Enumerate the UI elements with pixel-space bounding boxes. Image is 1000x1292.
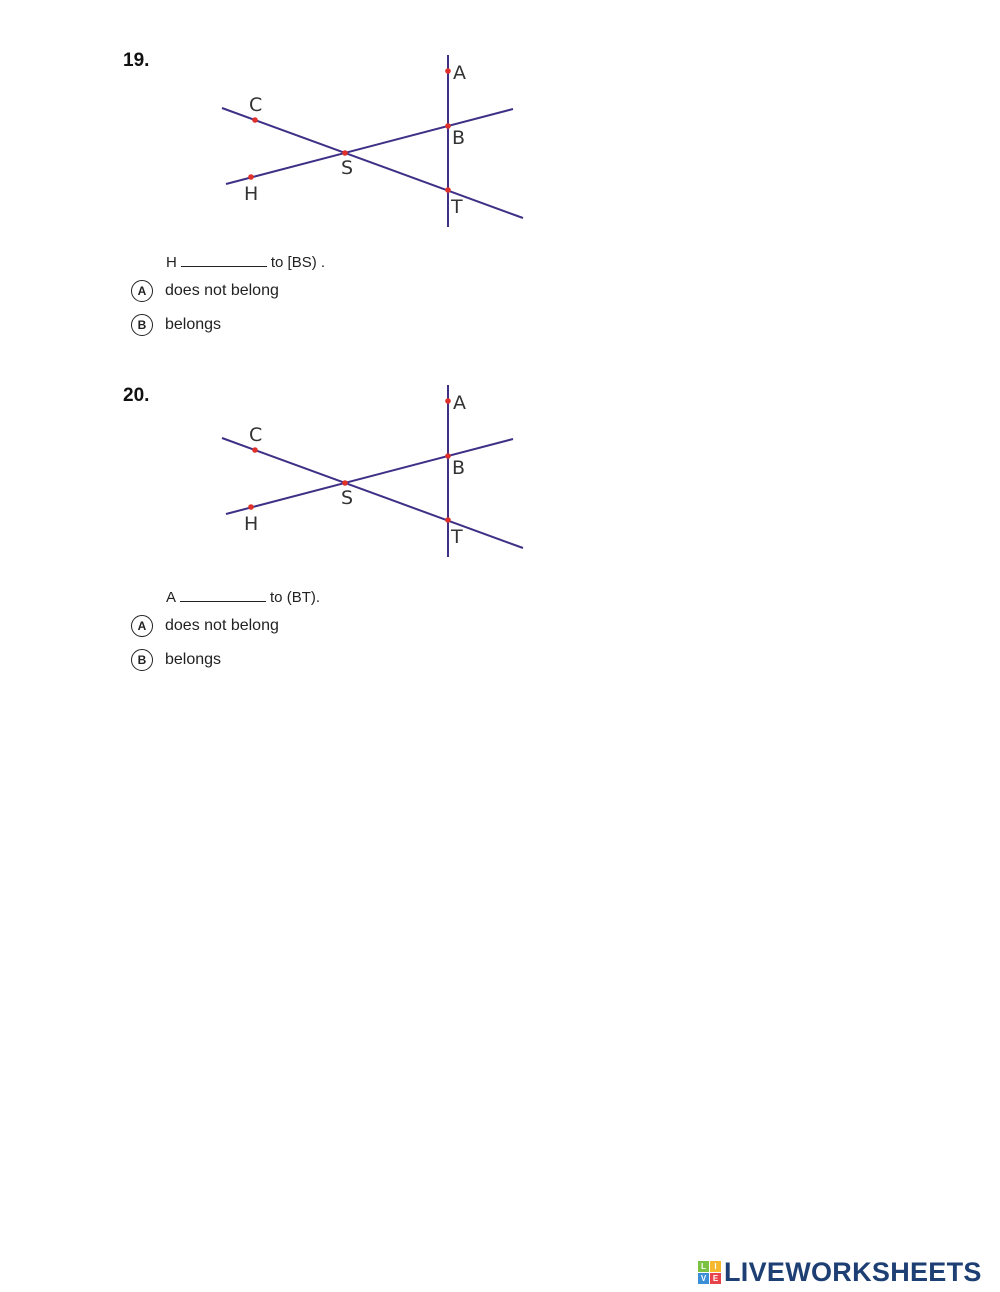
point-label-a: A — [453, 392, 466, 414]
logo-tiles-icon: L I V E — [698, 1261, 721, 1284]
point-label-a: A — [453, 62, 466, 84]
line-cs-t — [221, 107, 524, 219]
statement-start: H — [166, 254, 177, 271]
point-label-c: C — [249, 94, 262, 116]
liveworksheets-logo: L I V E LIVEWORKSHEETS — [698, 1257, 982, 1288]
option-letter-circle[interactable]: B — [131, 649, 153, 671]
answer-blank[interactable] — [180, 254, 267, 267]
logo-tile: L — [698, 1261, 709, 1272]
statement-end: to (BT). — [270, 589, 321, 606]
statement-end: to [BS) . — [270, 254, 326, 271]
point-label-t: T — [450, 196, 463, 218]
point-label-c: C — [249, 424, 262, 446]
point-label-t: T — [450, 526, 463, 548]
logo-tile: E — [710, 1273, 721, 1284]
option-text: belongs — [165, 316, 222, 333]
point-label-s: S — [341, 487, 353, 509]
option-text: does not belong — [165, 282, 279, 299]
option-letter-circle[interactable]: A — [131, 615, 153, 637]
geometry-figure: A C B S H T — [221, 385, 524, 557]
logo-tile: I — [710, 1261, 721, 1272]
option-letter-circle[interactable]: B — [131, 314, 153, 336]
line-hs-b — [225, 108, 514, 185]
question-number: 19. — [123, 50, 150, 71]
logo-text: LIVEWORKSHEETS — [724, 1257, 982, 1287]
point-label-b: B — [452, 127, 465, 149]
statement-start: A — [166, 589, 177, 606]
point-label-h: H — [244, 513, 258, 535]
option-letter-circle[interactable]: A — [131, 280, 153, 302]
option-text: does not belong — [165, 617, 279, 634]
line-cs-t — [221, 437, 524, 549]
line-hs-b — [225, 438, 514, 515]
point-label-s: S — [341, 157, 353, 179]
option-text: belongs — [165, 651, 222, 668]
question-number: 20. — [123, 385, 150, 406]
geometry-figure: A C B S H T — [221, 55, 524, 227]
point-label-h: H — [244, 183, 258, 205]
answer-blank[interactable] — [180, 589, 267, 602]
point-label-b: B — [452, 457, 465, 479]
logo-tile: V — [698, 1273, 709, 1284]
